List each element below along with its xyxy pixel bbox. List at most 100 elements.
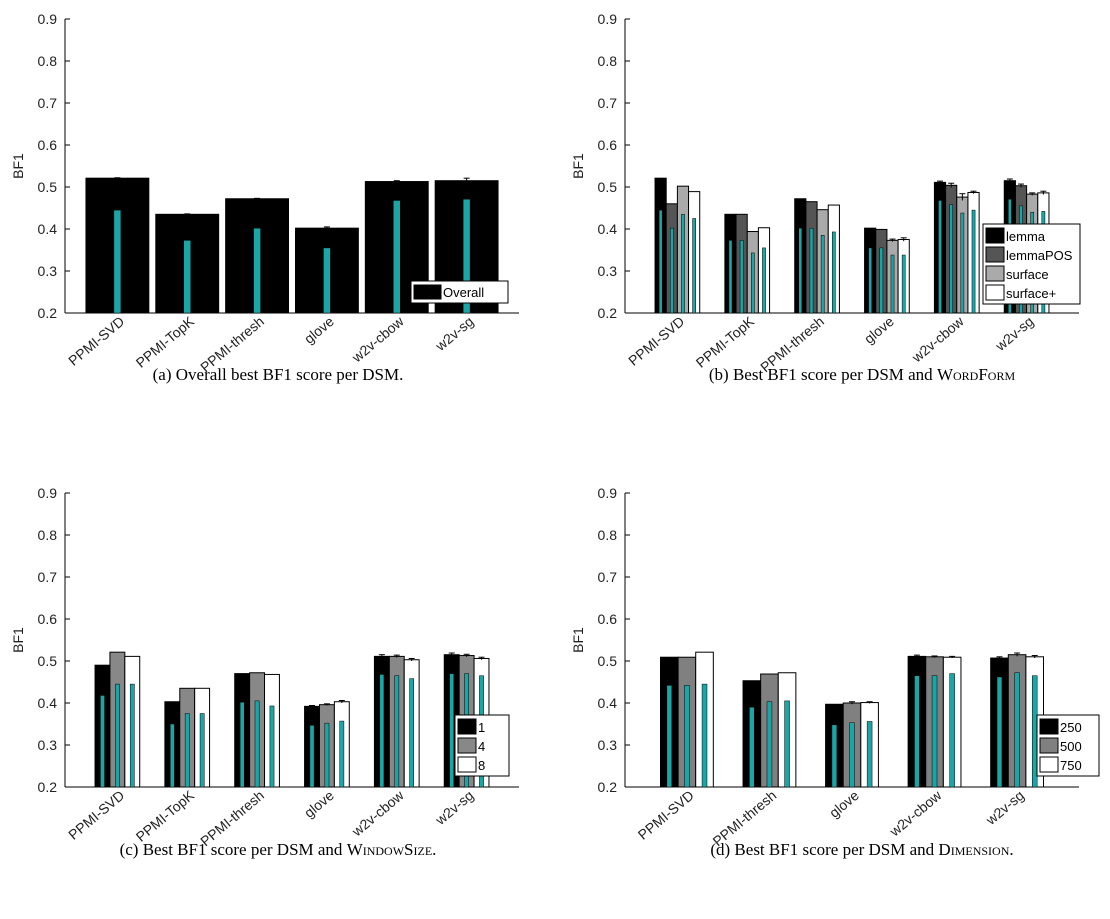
- inner-bar-surface+-w2v-cbow: [971, 209, 976, 314]
- legend-swatch: [1039, 756, 1059, 773]
- legend-swatch: [985, 246, 1005, 263]
- legend-swatch: [985, 227, 1005, 244]
- y-tick-label: 0.5: [598, 653, 618, 669]
- inner-bar-750-PPMI-thresh: [784, 700, 790, 788]
- legend-label: 4: [478, 739, 485, 754]
- x-tick-label: glove: [861, 313, 897, 347]
- y-tick-label: 0.2: [598, 779, 618, 795]
- inner-bar-250-w2v-cbow: [914, 675, 920, 788]
- y-tick-label: 0.2: [598, 305, 618, 321]
- legend-swatch: [457, 718, 477, 735]
- inner-bar-surface-w2v-cbow: [960, 212, 965, 314]
- inner-bar-4-PPMI-TopK: [184, 713, 190, 788]
- chart-caption: (a) Overall best BF1 score per DSM.: [153, 365, 404, 384]
- inner-bar-750-w2v-sg: [1031, 675, 1038, 788]
- legend-label: 1: [478, 720, 485, 735]
- inner-bar-4-PPMI-SVD: [115, 683, 120, 788]
- legend: Overall: [410, 280, 509, 304]
- x-tick-label: w2v-cbow: [348, 786, 407, 839]
- chart-panel-a: 0.2 0.3 0.4 0.5 0.6 0.7 0.8 0.9 BF1 PPMI-SVD PPMI-…: [10, 11, 519, 384]
- x-tick-label: w2v-sg: [982, 787, 1027, 828]
- inner-bar-Overall-PPMI-SVD: [113, 209, 122, 314]
- inner-bar-500-w2v-sg: [1014, 672, 1020, 788]
- legend: 1 4 8: [454, 714, 510, 777]
- x-tick-label: w2v-cbow: [908, 312, 967, 365]
- y-tick-label: 0.5: [38, 179, 58, 195]
- legend-swatch: [413, 284, 442, 300]
- y-tick-label: 0.7: [38, 569, 58, 585]
- inner-bar-surface-PPMI-TopK: [751, 252, 755, 314]
- inner-bar-lemmaPOS-glove: [879, 247, 884, 314]
- inner-bar-Overall-glove: [323, 247, 331, 314]
- inner-bar-Overall-w2v-cbow: [393, 200, 401, 314]
- y-tick-label: 0.4: [598, 221, 618, 237]
- inner-bar-1-PPMI-SVD: [100, 695, 105, 788]
- inner-bar-lemma-PPMI-thresh: [798, 227, 803, 314]
- inner-bar-4-glove: [324, 722, 330, 788]
- y-tick-label: 0.8: [38, 527, 58, 543]
- inner-bar-lemmaPOS-PPMI-thresh: [809, 227, 814, 314]
- inner-bar-1-w2v-sg: [449, 673, 455, 788]
- y-tick-label: 0.8: [38, 53, 58, 69]
- inner-bar-surface+-PPMI-thresh: [832, 231, 836, 314]
- legend: 250 500 750: [1036, 714, 1100, 777]
- legend-swatch: [457, 737, 477, 754]
- caption-prefix: (b) Best BF1 score per DSM and: [709, 365, 937, 384]
- y-axis-label: BF1: [10, 153, 26, 179]
- inner-bar-1-PPMI-TopK: [169, 723, 175, 788]
- inner-bar-lemmaPOS-PPMI-TopK: [739, 240, 744, 314]
- legend-label: lemma: [1006, 229, 1046, 244]
- x-tick-label: w2v-sg: [432, 787, 477, 828]
- x-tick-label: w2v-cbow: [886, 786, 945, 839]
- inner-bar-500-PPMI-thresh: [766, 701, 773, 788]
- y-tick-label: 0.4: [38, 221, 58, 237]
- legend-label: 750: [1060, 758, 1082, 773]
- y-tick-label: 0.2: [38, 779, 58, 795]
- x-tick-label: PPMI-SVD: [625, 313, 687, 369]
- inner-bar-8-glove: [339, 720, 345, 788]
- inner-bar-8-PPMI-SVD: [129, 683, 135, 788]
- x-tick-label: glove: [826, 787, 862, 821]
- legend-label: Overall: [443, 285, 484, 300]
- inner-bar-surface-glove: [890, 254, 895, 314]
- y-axis-label: BF1: [10, 627, 26, 653]
- inner-bar-250-PPMI-thresh: [749, 706, 755, 788]
- x-tick-label: PPMI-SVD: [65, 787, 127, 843]
- inner-bar-lemma-PPMI-SVD: [658, 209, 663, 314]
- inner-bar-4-w2v-cbow: [394, 675, 400, 788]
- inner-bar-1-glove: [309, 725, 315, 788]
- legend-label: surface+: [1006, 286, 1056, 301]
- legend-label: 250: [1060, 720, 1082, 735]
- inner-bar-500-w2v-cbow: [931, 675, 938, 788]
- y-tick-label: 0.3: [38, 263, 58, 279]
- inner-bar-Overall-PPMI-thresh: [253, 227, 261, 314]
- y-tick-label: 0.3: [598, 737, 618, 753]
- legend-label: lemmaPOS: [1006, 248, 1073, 263]
- y-tick-label: 0.3: [38, 737, 58, 753]
- x-tick-label: PPMI-TopK: [133, 787, 198, 845]
- inner-bar-500-glove: [849, 722, 855, 788]
- x-tick-label: PPMI-SVD: [65, 313, 127, 369]
- legend-label: 8: [478, 758, 485, 773]
- inner-bar-lemma-glove: [868, 247, 872, 314]
- inner-bar-surface+-PPMI-SVD: [692, 218, 696, 314]
- inner-bar-250-glove: [831, 724, 838, 788]
- y-tick-label: 0.9: [38, 11, 58, 27]
- inner-bar-750-PPMI-SVD: [701, 683, 708, 788]
- y-tick-label: 0.2: [38, 305, 58, 321]
- inner-bar-500-PPMI-SVD: [684, 685, 690, 788]
- y-tick-label: 0.6: [598, 137, 618, 153]
- legend-swatch: [1039, 718, 1059, 735]
- x-tick-label: PPMI-TopK: [693, 313, 758, 371]
- chart-panel-c: 0.2 0.3 0.4 0.5 0.6 0.7 0.8 0.9 BF1 PPMI-SVD PPMI-…: [10, 485, 519, 859]
- chart-caption: (c) Best BF1 score per DSM and WindowSiz…: [120, 840, 437, 859]
- y-tick-label: 0.5: [598, 179, 618, 195]
- y-tick-label: 0.4: [38, 695, 58, 711]
- y-tick-label: 0.9: [38, 485, 58, 501]
- inner-bar-surface-PPMI-thresh: [820, 235, 825, 314]
- caption-factor: WordForm: [937, 365, 1016, 384]
- inner-bar-250-w2v-sg: [996, 676, 1003, 788]
- legend-swatch: [457, 756, 477, 773]
- caption-suffix: .: [432, 840, 436, 859]
